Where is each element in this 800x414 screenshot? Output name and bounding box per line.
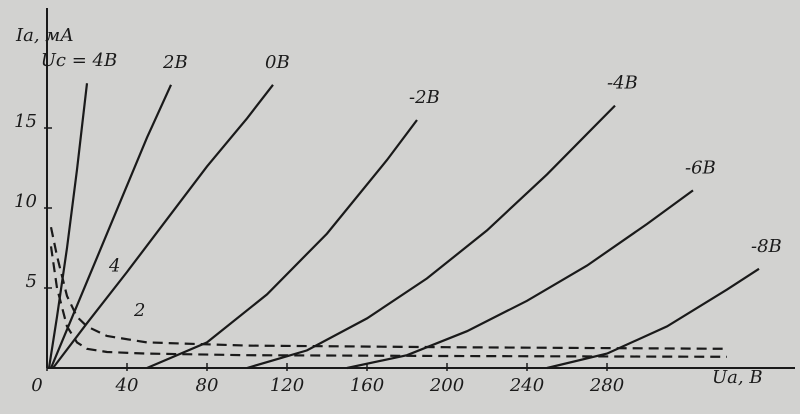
x-tick-label: 280: [589, 375, 624, 396]
curve: [546, 267, 760, 370]
x-tick-label: 40: [115, 375, 139, 396]
curve: [49, 246, 728, 358]
series-label: 0B: [265, 52, 290, 73]
x-tick-label: 160: [350, 375, 384, 396]
y-tick-label: 5: [26, 271, 37, 292]
x-tick-label: 200: [429, 375, 464, 396]
y-tick-label: 15: [14, 111, 37, 132]
series-label: -4B: [607, 73, 638, 94]
curve: [47, 83, 89, 369]
x-tick-label: 240: [509, 375, 544, 396]
curve: [49, 226, 728, 350]
y-tick-label: 10: [14, 191, 37, 212]
series-label: Uc = 4B: [41, 50, 117, 71]
series-label: -8B: [751, 236, 782, 257]
y-axis-label: Ia, мА: [15, 25, 74, 46]
curve: [49, 84, 173, 369]
x-tick-label: 120: [270, 375, 304, 396]
x-tick-label: 0: [31, 375, 42, 396]
x-axis-label: Ua, B: [712, 367, 763, 388]
series-label: 4: [108, 255, 120, 276]
curve: [52, 84, 274, 369]
curve: [146, 119, 418, 370]
curve: [246, 104, 616, 370]
series-label: 2B: [162, 52, 188, 73]
series-label: 2: [133, 300, 145, 321]
series-label: -2B: [409, 87, 440, 108]
x-tick-label: 80: [196, 375, 219, 396]
curve: [346, 189, 694, 370]
series-label: -6B: [685, 157, 716, 178]
